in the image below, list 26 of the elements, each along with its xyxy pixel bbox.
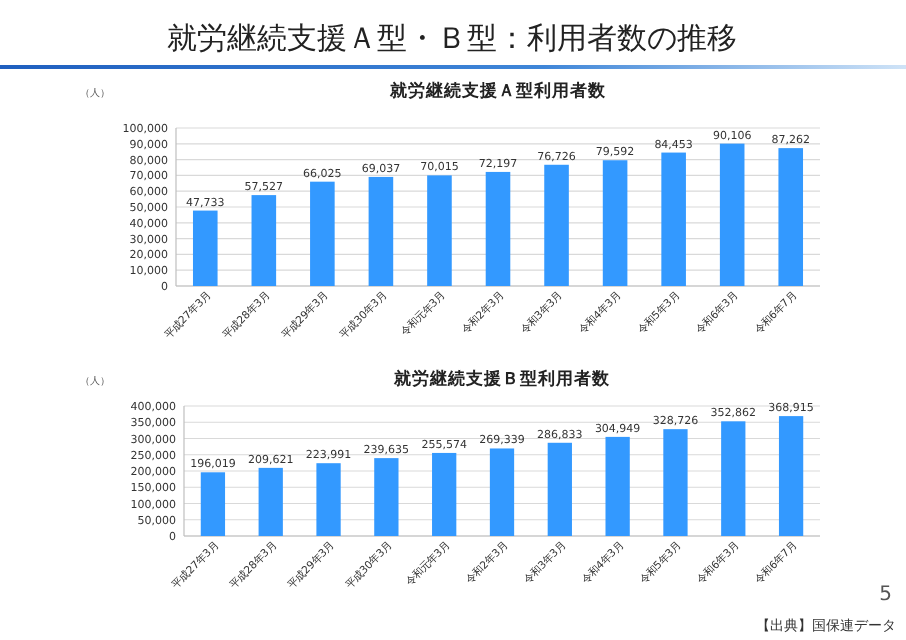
bar [489, 448, 515, 536]
bar [778, 416, 804, 536]
bar [544, 164, 569, 286]
bar [368, 176, 394, 286]
bar [719, 143, 745, 286]
bar [374, 458, 399, 536]
bar [432, 452, 457, 536]
bar [192, 210, 218, 286]
bar [485, 171, 511, 286]
bar [661, 152, 686, 286]
bar [251, 195, 277, 286]
bar [200, 472, 226, 536]
bar [721, 421, 746, 536]
bar [602, 160, 628, 286]
bar [427, 175, 452, 286]
bar [547, 442, 572, 536]
text: 就労継続支援Ａ型・Ｂ型：利用者数の推移 [167, 20, 737, 56]
bar [663, 429, 688, 536]
chart-title: 就労継続支援Ｂ型利用者数 [392, 368, 612, 390]
chart-title: 就労継続支援Ａ型利用者数 [388, 80, 608, 102]
bar [316, 463, 341, 536]
bar [778, 148, 804, 286]
bar [605, 436, 630, 536]
bar [310, 181, 335, 286]
bar [258, 467, 283, 536]
text: 5 [879, 584, 892, 606]
